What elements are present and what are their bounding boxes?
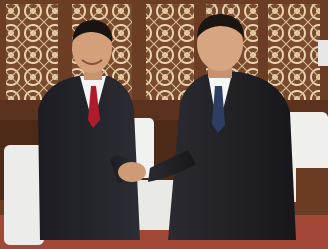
lattice-panel xyxy=(6,4,58,100)
lattice-panel xyxy=(146,4,194,100)
lattice-panel xyxy=(268,4,320,100)
side-table xyxy=(296,168,328,208)
chair xyxy=(4,145,44,245)
wall-outlet xyxy=(318,40,328,66)
hands xyxy=(118,162,146,182)
photo xyxy=(0,0,328,249)
